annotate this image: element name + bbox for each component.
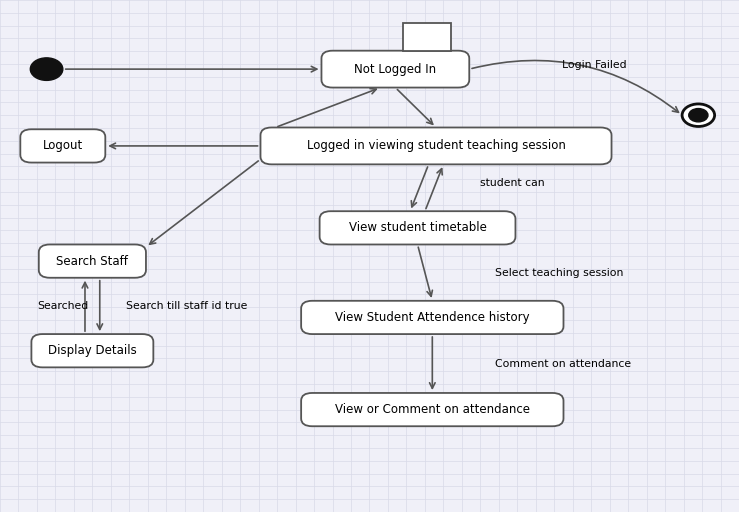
FancyBboxPatch shape xyxy=(31,334,154,368)
Text: View student timetable: View student timetable xyxy=(349,221,486,234)
Text: View Student Attendence history: View Student Attendence history xyxy=(335,311,530,324)
Text: Not Logged In: Not Logged In xyxy=(354,62,437,76)
Text: Logout: Logout xyxy=(43,139,83,153)
FancyBboxPatch shape xyxy=(21,129,105,163)
FancyBboxPatch shape xyxy=(301,393,563,426)
FancyBboxPatch shape xyxy=(321,51,469,88)
Text: student can: student can xyxy=(480,178,545,188)
Text: Search Staff: Search Staff xyxy=(56,254,129,268)
Text: Comment on attendance: Comment on attendance xyxy=(495,358,631,369)
FancyBboxPatch shape xyxy=(260,127,611,164)
Text: Select teaching session: Select teaching session xyxy=(495,268,624,278)
FancyBboxPatch shape xyxy=(39,245,146,278)
Circle shape xyxy=(682,104,715,126)
FancyBboxPatch shape xyxy=(319,211,515,244)
Bar xyxy=(403,23,451,51)
FancyBboxPatch shape xyxy=(301,301,563,334)
Circle shape xyxy=(30,58,63,80)
Text: Search till staff id true: Search till staff id true xyxy=(126,301,247,311)
Text: View or Comment on attendance: View or Comment on attendance xyxy=(335,403,530,416)
Text: Logged in viewing student teaching session: Logged in viewing student teaching sessi… xyxy=(307,139,565,153)
Text: Login Failed: Login Failed xyxy=(562,60,626,70)
Text: Display Details: Display Details xyxy=(48,344,137,357)
Circle shape xyxy=(689,109,708,122)
Text: Searched: Searched xyxy=(37,301,88,311)
